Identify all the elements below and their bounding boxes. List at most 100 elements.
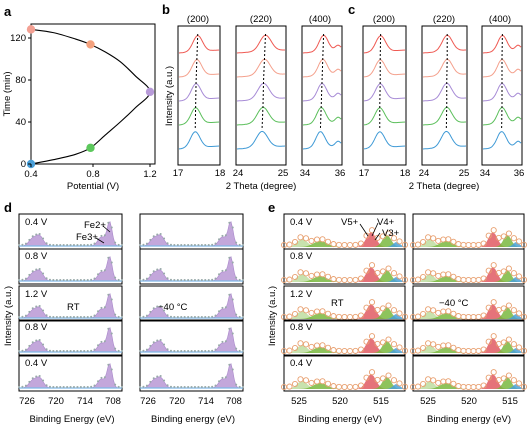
raw-data-point [396, 380, 403, 387]
xrd-pattern [482, 131, 522, 150]
panel-a-label: a [4, 4, 12, 19]
raw-data-point [379, 305, 387, 312]
raw-data-point [465, 241, 472, 249]
xrd-pattern [178, 107, 220, 126]
fe-envelope [140, 221, 243, 247]
v-component-peak [413, 314, 524, 319]
xrd-pattern [363, 83, 406, 102]
peak-shift-guide [194, 33, 199, 131]
raw-data-point [335, 276, 343, 283]
raw-data-point [425, 234, 432, 241]
x-tick-label: 520 [332, 396, 348, 407]
raw-data-point [341, 347, 348, 355]
peak-shift-guide [379, 33, 382, 130]
raw-data-point [425, 269, 432, 276]
raw-data-point [319, 378, 326, 385]
raw-data-points [139, 363, 245, 388]
y-tick-label: 80 [15, 75, 26, 86]
xps-v-cold [409, 213, 528, 392]
condition-label: −40 °C [439, 298, 469, 309]
xrd-frame [301, 25, 343, 166]
condition-label: −40 °C [158, 302, 188, 313]
x-tick-label: 714 [77, 396, 93, 407]
raw-data-point [445, 342, 452, 349]
raw-data-point [286, 383, 293, 390]
raw-data-point [435, 237, 442, 244]
raw-data-point [510, 235, 517, 242]
raw-data-point [435, 309, 442, 316]
raw-data-point [341, 313, 348, 321]
row-label: 0.4 V [290, 217, 313, 228]
raw-data-point [330, 241, 337, 248]
raw-data-point [352, 347, 359, 354]
raw-data-point [440, 236, 447, 243]
raw-data-point [308, 237, 315, 244]
raw-data-point [440, 378, 447, 385]
panel-b-label: b [162, 2, 170, 17]
v-component-peak [413, 384, 524, 389]
raw-data-point [401, 313, 409, 320]
raw-data-point [445, 378, 452, 385]
xrd-pattern [236, 34, 285, 54]
raw-data-point [430, 341, 437, 348]
raw-data-point [385, 302, 392, 309]
raw-data-point [374, 234, 381, 241]
raw-data-point [341, 383, 348, 391]
xrd-frame [421, 25, 468, 166]
raw-data-point [520, 241, 528, 248]
raw-data-point [480, 346, 487, 353]
xrd-pattern [178, 83, 220, 102]
raw-data-point [302, 341, 310, 348]
xps-row-frame [283, 248, 406, 285]
raw-data-point [363, 267, 370, 274]
xps-row-frame [283, 319, 406, 356]
x-tick-label: 17 [173, 168, 184, 179]
raw-data-point [396, 310, 403, 317]
raw-data-point [435, 272, 442, 279]
xps-v-rt [280, 213, 409, 392]
raw-data-point [385, 336, 392, 343]
hkl-label: (400) [489, 14, 511, 25]
xps-row-frame [412, 355, 525, 392]
raw-data-point [363, 374, 370, 381]
raw-data-point [324, 380, 332, 387]
raw-data-point [515, 273, 523, 280]
raw-data-point [308, 272, 315, 279]
xrd-frame [362, 25, 407, 166]
x-tick-label: 525 [420, 396, 436, 407]
raw-data-point [420, 273, 427, 281]
raw-data-point [368, 369, 376, 376]
raw-data-point [485, 374, 492, 381]
raw-data-point [420, 238, 427, 246]
raw-data-point [510, 270, 517, 277]
raw-data-point [352, 241, 359, 248]
x-tick-label: 18 [215, 168, 226, 179]
v-component-peak [284, 345, 405, 353]
x-tick-label: 1.2 [143, 169, 156, 180]
data-point-marker [86, 143, 95, 153]
panel-a-xlabel: Potential (V) [67, 181, 119, 192]
data-point-marker [26, 25, 36, 34]
x-tick-label: 726 [19, 396, 35, 407]
v-component-peak [413, 313, 524, 319]
x-tick-label: 17 [359, 168, 370, 179]
raw-data-point [286, 276, 293, 283]
raw-data-point [465, 347, 472, 355]
v-component-peak [413, 345, 524, 353]
raw-data-point [357, 312, 365, 319]
xrd-pattern [422, 82, 466, 102]
panel-c-xlabel: 2 Theta (degree) [409, 181, 480, 192]
v-component-peak [413, 239, 524, 247]
panel-e-label: e [268, 200, 275, 215]
xps-row-frame [283, 285, 406, 322]
raw-data-point [430, 307, 437, 314]
raw-data-point [385, 230, 392, 237]
xrd-frame [235, 25, 287, 166]
raw-data-point [401, 276, 409, 283]
raw-data-point [313, 378, 321, 385]
v-component-peak [284, 242, 405, 247]
panel-e-xlabel: Binding energy (eV) [298, 414, 382, 425]
fe-envelope [140, 256, 243, 282]
v-component-peak [284, 314, 405, 319]
annotation-arrow [359, 223, 369, 237]
